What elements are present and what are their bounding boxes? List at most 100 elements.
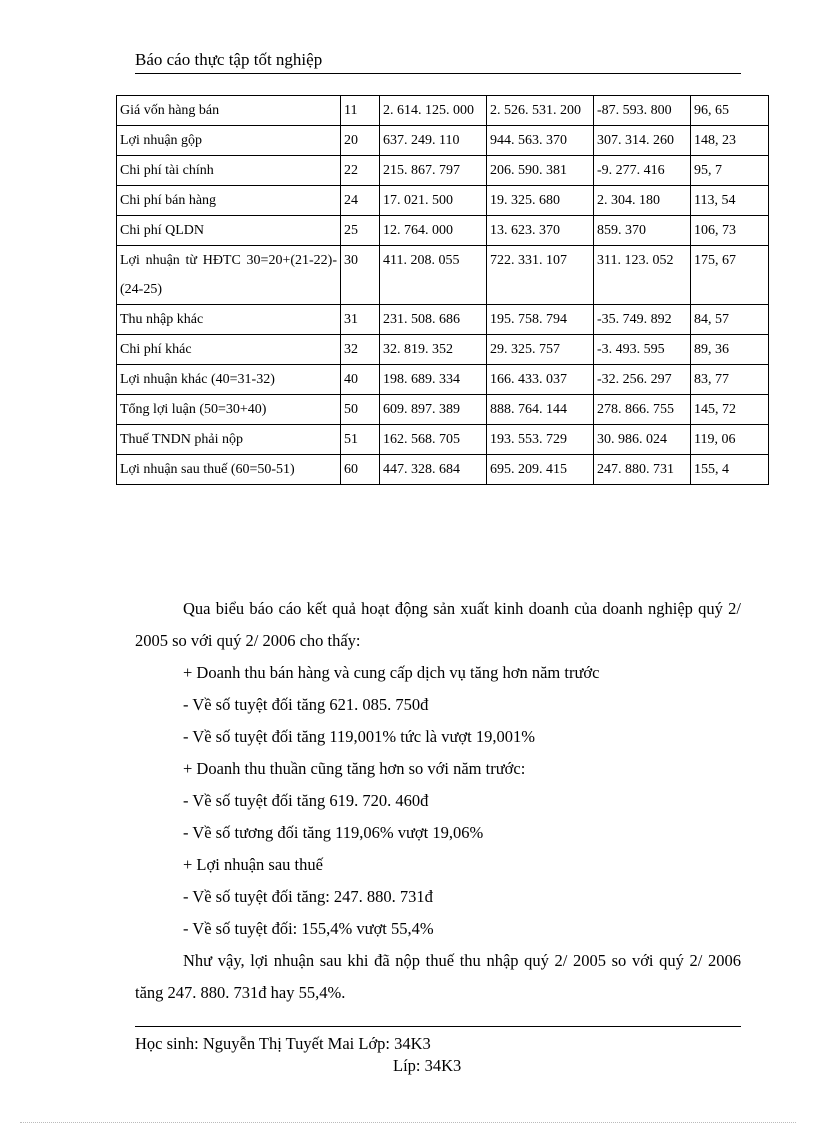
- table-row: Thu nhập khác 31 231. 508. 686 195. 758. 79…: [116, 304, 769, 335]
- cell-item: Chi phí QLDN: [116, 215, 341, 246]
- table-row: Chi phí QLDN 25 12. 764. 000 13. 623. 370 85…: [116, 215, 769, 246]
- cell-pct: 89, 36: [690, 334, 769, 365]
- cell-diff: -32. 256. 297: [593, 364, 691, 395]
- table-row: Thuế TNDN phải nộp 51 162. 568. 705 193. 55…: [116, 424, 769, 455]
- cell-pct: 96, 65: [690, 95, 769, 126]
- bullet: - Về số tuyệt đối tăng 119,001% tức là v…: [183, 727, 535, 746]
- cell-q2005: 447. 328. 684: [379, 454, 487, 485]
- income-statement-table: Giá vốn hàng bán 11 2. 614. 125. 000 2. 526…: [116, 95, 769, 485]
- cell-item: Lợi nhuận sau thuế (60=50-51): [116, 454, 341, 485]
- cell-pct: 113, 54: [690, 185, 769, 216]
- cell-diff: 859. 370: [593, 215, 691, 246]
- table-row: Chi phí tài chính 22 215. 867. 797 206. 590…: [116, 155, 769, 186]
- cell-code: 31: [340, 304, 380, 335]
- cell-q2006: 19. 325. 680: [486, 185, 594, 216]
- cell-code: 22: [340, 155, 380, 186]
- cell-q2006: 944. 563. 370: [486, 125, 594, 156]
- cell-code: 20: [340, 125, 380, 156]
- cell-pct: 106, 73: [690, 215, 769, 246]
- cell-diff: 278. 866. 755: [593, 394, 691, 425]
- cell-item: Chi phí khác: [116, 334, 341, 365]
- cell-item: Thu nhập khác: [116, 304, 341, 335]
- cell-q2005: 17. 021. 500: [379, 185, 487, 216]
- cell-q2006: 193. 553. 729: [486, 424, 594, 455]
- cell-code: 11: [340, 95, 380, 126]
- cell-pct: 119, 06: [690, 424, 769, 455]
- cell-item: Chi phí tài chính: [116, 155, 341, 186]
- paragraph-intro: Qua biểu báo cáo kết quả hoạt động sản x…: [135, 599, 741, 650]
- cell-code: 32: [340, 334, 380, 365]
- cell-diff: -9. 277. 416: [593, 155, 691, 186]
- bullet: + Doanh thu bán hàng và cung cấp dịch vụ…: [183, 663, 600, 682]
- cell-code: 50: [340, 394, 380, 425]
- cell-pct: 148, 23: [690, 125, 769, 156]
- cell-diff: -3. 493. 595: [593, 334, 691, 365]
- cell-code: 24: [340, 185, 380, 216]
- bullet: + Lợi nhuận sau thuế: [183, 855, 323, 874]
- cell-q2005: 609. 897. 389: [379, 394, 487, 425]
- cell-diff: -35. 749. 892: [593, 304, 691, 335]
- cell-item: Thuế TNDN phải nộp: [116, 424, 341, 455]
- cell-diff: 30. 986. 024: [593, 424, 691, 455]
- bullet: - Về số tương đối tăng 119,06% vượt 19,0…: [183, 823, 484, 842]
- cell-q2006: 888. 764. 144: [486, 394, 594, 425]
- cell-pct: 155, 4: [690, 454, 769, 485]
- bullet: - Về số tuyệt đối tăng: 247. 880. 731đ: [183, 887, 433, 906]
- cell-pct: 175, 67: [690, 245, 769, 305]
- cell-diff: -87. 593. 800: [593, 95, 691, 126]
- table-row: Lợi nhuận sau thuế (60=50-51) 60 447. 328.…: [116, 454, 769, 485]
- footer-class: Líp: 34K3: [393, 1056, 462, 1075]
- cell-q2005: 215. 867. 797: [379, 155, 487, 186]
- cell-code: 25: [340, 215, 380, 246]
- footer-student: Học sinh: Nguyễn Thị Tuyết Mai Lớp: 34K3: [135, 1034, 431, 1053]
- cell-item: Lợi nhuận gộp: [116, 125, 341, 156]
- cell-diff: 247. 880. 731: [593, 454, 691, 485]
- cell-pct: 145, 72: [690, 394, 769, 425]
- cell-q2006: 195. 758. 794: [486, 304, 594, 335]
- cell-item: Lợi nhuận khác (40=31-32): [116, 364, 341, 395]
- cell-item: Lợi nhuận từ HĐTC 30=20+(21-22)-(24-25): [116, 245, 341, 305]
- cell-item: Chi phí bán hàng: [116, 185, 341, 216]
- cell-item: Tổng lợi luận (50=30+40): [116, 394, 341, 425]
- cell-q2006: 29. 325. 757: [486, 334, 594, 365]
- cell-q2005: 162. 568. 705: [379, 424, 487, 455]
- bullet: + Doanh thu thuần cũng tăng hơn so với n…: [183, 759, 526, 778]
- cell-diff: 311. 123. 052: [593, 245, 691, 305]
- cell-q2006: 695. 209. 415: [486, 454, 594, 485]
- table-row: Lợi nhuận từ HĐTC 30=20+(21-22)-(24-25) 3…: [116, 245, 769, 305]
- cell-q2006: 722. 331. 107: [486, 245, 594, 305]
- page-footer: Học sinh: Nguyễn Thị Tuyết Mai Lớp: 34K3…: [135, 1026, 741, 1077]
- cell-code: 30: [340, 245, 380, 305]
- cell-q2005: 637. 249. 110: [379, 125, 487, 156]
- bullet: - Về số tuyệt đối tăng 621. 085. 750đ: [183, 695, 429, 714]
- cell-q2006: 206. 590. 381: [486, 155, 594, 186]
- page-header: Báo cáo thực tập tốt nghiệp: [135, 50, 741, 74]
- cell-code: 60: [340, 454, 380, 485]
- table-row: Giá vốn hàng bán 11 2. 614. 125. 000 2. 526…: [116, 95, 769, 126]
- table-row: Chi phí khác 32 32. 819. 352 29. 325. 757 -3…: [116, 334, 769, 365]
- cell-pct: 83, 77: [690, 364, 769, 395]
- cell-q2005: 411. 208. 055: [379, 245, 487, 305]
- cell-q2006: 2. 526. 531. 200: [486, 95, 594, 126]
- cell-q2005: 198. 689. 334: [379, 364, 487, 395]
- cell-pct: 84, 57: [690, 304, 769, 335]
- cell-q2006: 13. 623. 370: [486, 215, 594, 246]
- cell-q2005: 32. 819. 352: [379, 334, 487, 365]
- table-row: Chi phí bán hàng 24 17. 021. 500 19. 325. 6…: [116, 185, 769, 216]
- cell-q2005: 2. 614. 125. 000: [379, 95, 487, 126]
- table-row: Lợi nhuận khác (40=31-32) 40 198. 689. 334…: [116, 364, 769, 395]
- cell-q2006: 166. 433. 037: [486, 364, 594, 395]
- cell-code: 40: [340, 364, 380, 395]
- bullet: - Về số tuyệt đối: 155,4% vượt 55,4%: [183, 919, 434, 938]
- analysis-text: Qua biểu báo cáo kết quả hoạt động sản x…: [135, 593, 741, 1009]
- cell-item: Giá vốn hàng bán: [116, 95, 341, 126]
- paragraph-conclusion: Như vậy, lợi nhuận sau khi đã nộp thuế t…: [135, 951, 741, 1002]
- cell-pct: 95, 7: [690, 155, 769, 186]
- cell-q2005: 12. 764. 000: [379, 215, 487, 246]
- bullet: - Về số tuyệt đối tăng 619. 720. 460đ: [183, 791, 429, 810]
- table-row: Tổng lợi luận (50=30+40) 50 609. 897. 389 8…: [116, 394, 769, 425]
- table-row: Lợi nhuận gộp 20 637. 249. 110 944. 563. 37…: [116, 125, 769, 156]
- cell-diff: 2. 304. 180: [593, 185, 691, 216]
- cell-q2005: 231. 508. 686: [379, 304, 487, 335]
- cell-diff: 307. 314. 260: [593, 125, 691, 156]
